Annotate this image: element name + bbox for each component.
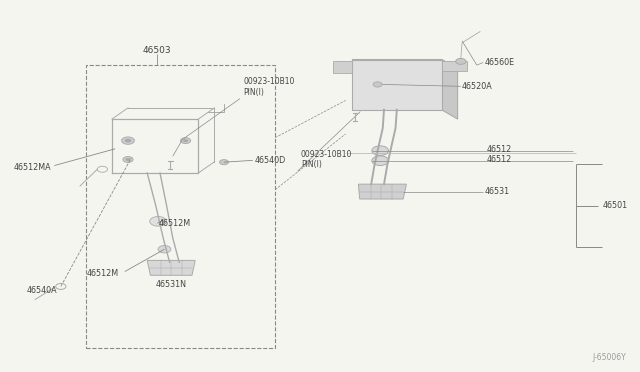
Circle shape	[158, 246, 171, 253]
Text: 46512: 46512	[486, 145, 511, 154]
Circle shape	[373, 82, 382, 87]
Circle shape	[180, 138, 191, 144]
Circle shape	[150, 217, 166, 226]
Text: 46512MA: 46512MA	[13, 163, 51, 172]
Text: 46531N: 46531N	[156, 280, 187, 289]
Circle shape	[123, 157, 133, 163]
Circle shape	[220, 160, 228, 165]
Circle shape	[183, 139, 188, 142]
Text: 46501: 46501	[603, 201, 628, 210]
Polygon shape	[352, 60, 442, 110]
Text: J-65006Y: J-65006Y	[592, 353, 626, 362]
Text: 46531: 46531	[484, 187, 509, 196]
Polygon shape	[352, 60, 458, 69]
Circle shape	[456, 58, 466, 64]
Text: 00923-10B10
PIN(I): 00923-10B10 PIN(I)	[243, 77, 294, 97]
Polygon shape	[147, 260, 195, 275]
Text: 46540A: 46540A	[27, 286, 58, 295]
Circle shape	[125, 158, 131, 161]
Circle shape	[122, 137, 134, 144]
Text: 46503: 46503	[143, 46, 171, 55]
Circle shape	[372, 146, 388, 155]
Bar	[86, 65, 275, 348]
Polygon shape	[333, 61, 352, 73]
Polygon shape	[358, 184, 406, 199]
Polygon shape	[442, 60, 458, 119]
Text: 46512M: 46512M	[159, 219, 191, 228]
Circle shape	[125, 139, 131, 142]
Polygon shape	[442, 61, 467, 71]
Text: 46512: 46512	[486, 155, 511, 164]
Text: 46520A: 46520A	[462, 82, 493, 91]
Text: 00923-10B10
PIN(I): 00923-10B10 PIN(I)	[301, 150, 352, 169]
Circle shape	[372, 156, 388, 166]
Text: 46560E: 46560E	[485, 58, 515, 67]
Text: 46512M: 46512M	[86, 269, 118, 278]
Text: 46540D: 46540D	[255, 156, 286, 165]
